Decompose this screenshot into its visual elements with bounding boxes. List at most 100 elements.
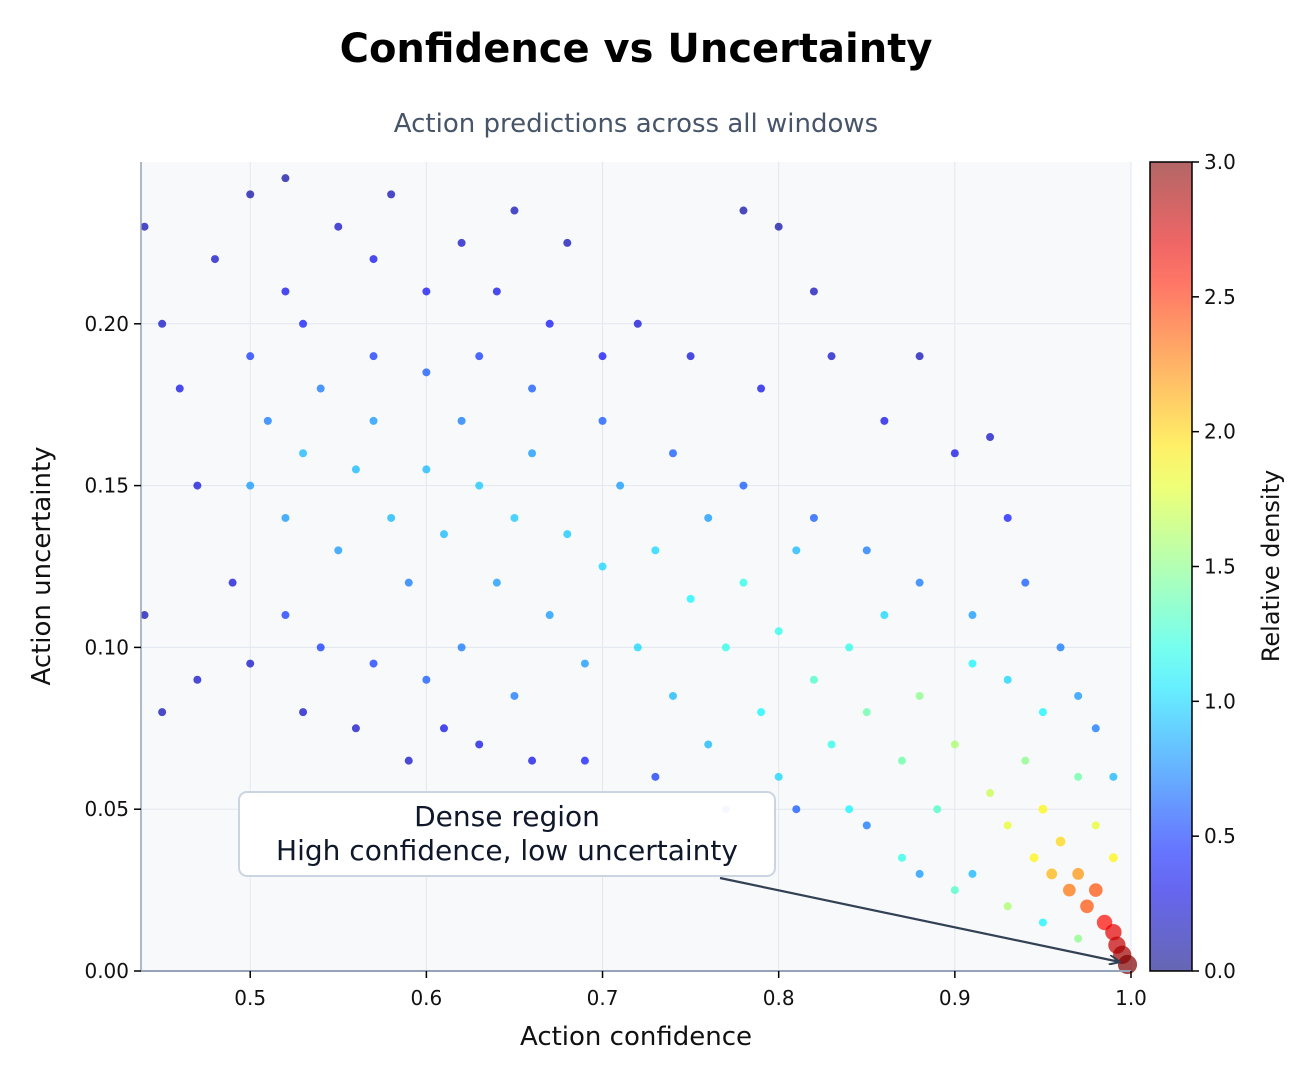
scatter-point [528,449,537,458]
scatter-point [1063,883,1076,897]
y-tick-label: 0.00 [84,959,129,983]
scatter-point [475,481,484,490]
scatter-point [580,756,589,765]
scatter-point [704,740,713,749]
annotation-arrow [719,876,1120,962]
scatter-point [510,691,519,700]
chart-subtitle: Action predictions across all windows [394,109,878,139]
scatter-point [1074,691,1083,700]
scatter-point [968,611,977,620]
scatter-point [299,708,308,717]
scatter-point [1105,923,1122,941]
scatter-point [545,611,554,620]
scatter-point [809,513,818,522]
scatter-point [580,659,589,668]
scatter-point [1072,868,1085,880]
scatter-point [193,675,202,684]
scatter-point [246,190,255,199]
colorbar-label: Relative density [1257,470,1285,662]
scatter-point [175,384,184,393]
scatter-point [1056,643,1065,652]
scatter-point [933,805,942,814]
scatter-point [1038,804,1048,814]
scatter-point [1108,853,1118,863]
annotation-box [238,791,776,877]
scatter-point [1055,836,1066,847]
scatter-point [915,691,924,700]
scatter-point [1038,918,1047,927]
scatter-point [351,724,360,733]
scatter-point [598,562,607,571]
scatter-point [1117,954,1138,975]
scatter-point [281,174,290,183]
scatter-point [986,433,995,442]
scatter-point [668,449,677,458]
y-tick-label: 0.10 [84,635,129,659]
scatter-point [968,659,977,668]
scatter-point [1029,853,1039,863]
colorbar-tick-label: 0.5 [1204,824,1236,848]
scatter-point [598,352,607,361]
x-tick-label: 0.8 [763,986,795,1010]
colorbar-tick-label: 2.0 [1204,420,1236,444]
scatter-point [880,416,889,425]
scatter-point [862,708,871,717]
scatter-points [140,174,1138,975]
scatter-point [633,643,642,652]
y-tick-label: 0.05 [84,797,129,821]
scatter-point [351,465,360,474]
scatter-point [475,740,484,749]
scatter-point [422,287,431,296]
scatter-point [633,319,642,328]
scatter-point [757,708,766,717]
scatter-point [422,368,431,377]
scatter-point [140,611,149,620]
scatter-point [897,853,906,862]
scatter-point [809,287,818,296]
scatter-point [369,352,378,361]
scatter-point [422,675,431,684]
scatter-point [827,352,836,361]
colorbar-ticks: 0.0 0.5 1.0 1.5 2.0 2.5 3.0 [1192,150,1236,983]
scatter-point [1021,756,1030,765]
scatter-point [369,659,378,668]
scatter-point [1074,772,1083,781]
scatter-point [774,772,783,781]
scatter-point [915,869,924,878]
scatter-point [950,740,959,749]
scatter-point [492,578,501,587]
scatter-point [1088,883,1103,897]
scatter-point [739,481,748,490]
scatter-point [457,643,466,652]
scatter-point [792,805,801,814]
scatter-point [739,206,748,215]
colorbar-gradient [1149,161,1193,972]
scatter-point [1046,868,1058,880]
chart-title: Confidence vs Uncertainty [340,26,933,72]
scatter-point [246,481,255,490]
scatter-point [827,740,836,749]
scatter-point [316,643,325,652]
scatter-point [950,449,959,458]
scatter-point [686,594,695,603]
scatter-point [721,643,730,652]
scatter-point [563,238,572,247]
scatter-point [774,222,783,231]
scatter-point [1021,578,1030,587]
scatter-point [158,319,167,328]
x-tick-label: 1.0 [1115,986,1147,1010]
scatter-point [299,319,308,328]
scatter-point [1003,675,1012,684]
scatter-point [158,708,167,717]
scatter-point [316,384,325,393]
x-tick-label: 0.6 [410,986,442,1010]
scatter-point [439,724,448,733]
scatter-point [281,287,290,296]
scatter-point [510,206,519,215]
scatter-point [651,546,660,555]
scatter-point [528,384,537,393]
scatter-point [915,352,924,361]
scatter-point [457,416,466,425]
scatter-point [704,513,713,522]
